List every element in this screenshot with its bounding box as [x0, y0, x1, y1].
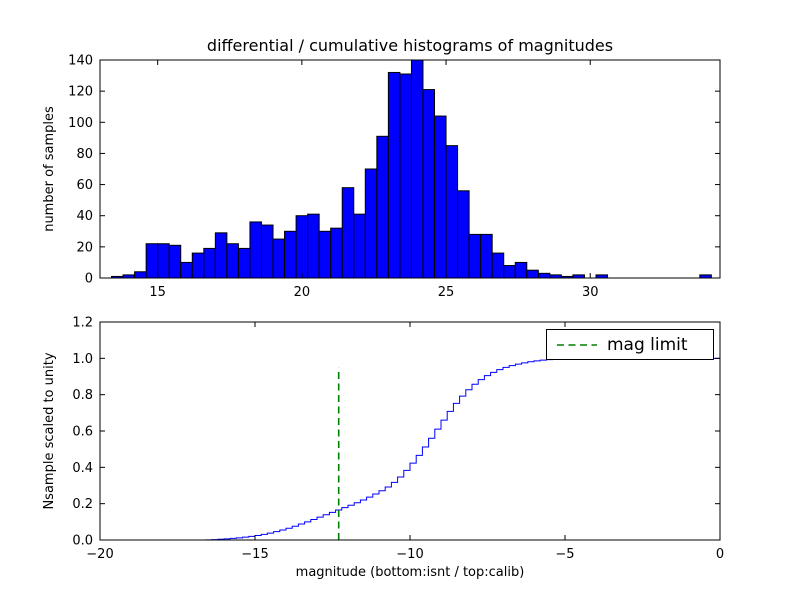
histogram-bar	[157, 243, 170, 279]
histogram-bar	[410, 59, 424, 279]
histogram-bar	[249, 221, 262, 279]
y-tick-label: 40	[76, 209, 93, 224]
y-tick-label: 80	[76, 147, 93, 162]
histogram-bar	[145, 243, 159, 279]
histogram-bar	[214, 232, 228, 279]
x-tick-label: 0	[716, 547, 724, 562]
y-tick-label: 140	[68, 54, 93, 69]
histogram-bar	[387, 71, 401, 279]
histogram-bar	[272, 238, 286, 279]
histogram-bar	[168, 244, 182, 279]
histogram-bar	[260, 224, 274, 279]
histogram-bar	[134, 271, 147, 279]
x-tick-label: 30	[582, 285, 599, 300]
histogram-bar	[191, 252, 205, 279]
histogram-bar	[364, 168, 378, 279]
plot-title: differential / cumulative histograms of …	[206, 36, 614, 55]
histogram-bar	[203, 247, 216, 279]
y-tick-label: 1.2	[72, 316, 93, 331]
y-tick-label: 0.4	[72, 461, 93, 476]
histogram-bar	[341, 187, 355, 279]
histogram-bar	[468, 233, 482, 279]
histogram-bar	[480, 233, 493, 279]
histogram-bar	[457, 190, 470, 279]
x-tick-label: −20	[86, 547, 113, 562]
histogram-bar	[307, 213, 320, 279]
x-tick-label: −5	[555, 547, 574, 562]
cumulative-step-line	[100, 357, 720, 541]
top-ylabel: number of samples	[42, 106, 57, 232]
axes-frame	[99, 59, 721, 279]
histogram-bar	[330, 227, 343, 279]
x-tick-label: 25	[438, 285, 455, 300]
histogram-bar	[422, 89, 436, 279]
bottom-xlabel: magnitude (bottom:isnt / top:calib)	[295, 565, 525, 580]
histogram-bar	[318, 230, 332, 279]
histogram-bar	[284, 230, 297, 279]
histogram-bar	[399, 73, 412, 279]
axes-frame	[99, 321, 721, 541]
histogram-bar	[180, 261, 193, 279]
histogram-bar	[353, 213, 366, 279]
legend-label: mag limit	[607, 334, 688, 355]
histogram-bar	[503, 265, 516, 279]
bottom-ylabel: Nsample scaled to unity	[42, 352, 57, 510]
y-tick-label: 0.6	[72, 425, 93, 440]
x-tick-label: 20	[294, 285, 311, 300]
histogram-bar	[295, 215, 309, 279]
y-tick-label: 0	[85, 272, 93, 287]
x-tick-label: 15	[149, 285, 166, 300]
dashed-line-sample-icon	[557, 343, 597, 346]
histogram-bar	[537, 272, 551, 279]
y-tick-label: 1.0	[72, 352, 93, 367]
x-tick-label: −15	[241, 547, 268, 562]
histogram-bar	[491, 252, 505, 279]
histogram-bar	[434, 115, 447, 279]
histogram-bar	[514, 261, 528, 279]
y-tick-label: 100	[68, 116, 93, 131]
y-tick-label: 0.2	[72, 497, 93, 512]
histogram-bar	[237, 247, 251, 279]
histogram-bar	[526, 269, 539, 279]
histogram-bar	[445, 145, 459, 279]
x-tick-label: −10	[396, 547, 423, 562]
histogram-bar	[376, 135, 389, 279]
y-tick-label: 0.0	[72, 534, 93, 549]
histogram-bar	[226, 243, 239, 279]
y-tick-label: 120	[68, 85, 93, 100]
legend: mag limit	[546, 329, 714, 360]
y-tick-label: 0.8	[72, 388, 93, 403]
y-tick-label: 60	[76, 178, 93, 193]
y-tick-label: 20	[76, 240, 93, 255]
